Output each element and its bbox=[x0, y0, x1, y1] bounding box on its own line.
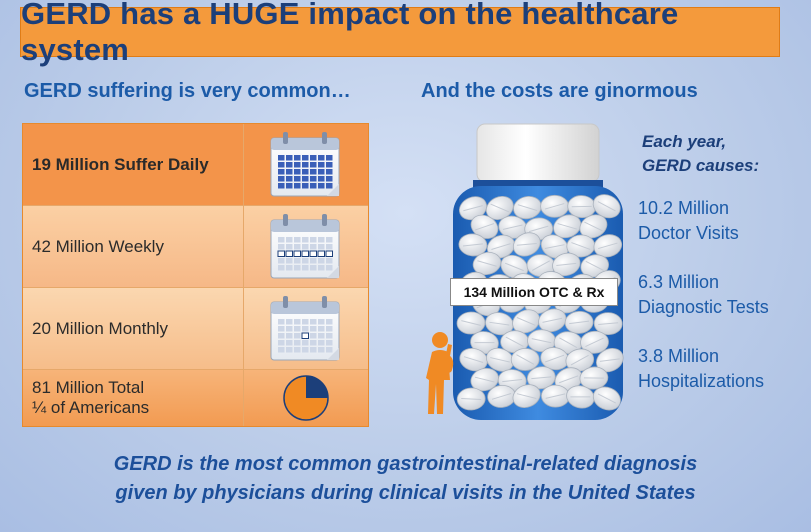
stat-doctor-visits: 10.2 Million Doctor Visits bbox=[638, 198, 739, 243]
stat-diagnostic-tests: 6.3 Million Diagnostic Tests bbox=[638, 272, 769, 317]
calendar-daily-icon bbox=[244, 124, 368, 205]
causes-heading: Each year, GERD causes: bbox=[642, 132, 760, 175]
stat-hospitalizations: 3.8 Million Hospitalizations bbox=[638, 346, 765, 391]
bottle-label: 134 Million OTC & Rx bbox=[450, 278, 618, 306]
row-label: 81 Million Total ¼ of Americans bbox=[23, 370, 244, 426]
right-heading: And the costs are ginormous bbox=[421, 80, 698, 102]
title-banner: GERD has a HUGE impact on the healthcare… bbox=[20, 0, 780, 67]
frequency-table: 19 Million Suffer Daily 42 Million Weekl… bbox=[22, 123, 369, 427]
footer-statement: GERD is the most common gastrointestinal… bbox=[113, 453, 698, 504]
thinking-person-icon bbox=[426, 332, 454, 414]
pill-bottle-icon bbox=[453, 123, 624, 420]
row-label: 42 Million Weekly bbox=[23, 206, 244, 287]
table-row-total: 81 Million Total ¼ of Americans bbox=[23, 370, 368, 426]
left-heading: GERD suffering is very common… bbox=[24, 80, 351, 102]
calendar-monthly-icon bbox=[244, 288, 368, 369]
table-row-daily: 19 Million Suffer Daily bbox=[23, 124, 368, 206]
row-label: 20 Million Monthly bbox=[23, 288, 244, 369]
page-title: GERD has a HUGE impact on the healthcare… bbox=[21, 0, 679, 67]
pie-quarter-icon bbox=[244, 370, 368, 426]
table-row-monthly: 20 Million Monthly bbox=[23, 288, 368, 370]
table-row-weekly: 42 Million Weekly bbox=[23, 206, 368, 288]
calendar-weekly-icon bbox=[244, 206, 368, 287]
row-label: 19 Million Suffer Daily bbox=[23, 124, 244, 205]
